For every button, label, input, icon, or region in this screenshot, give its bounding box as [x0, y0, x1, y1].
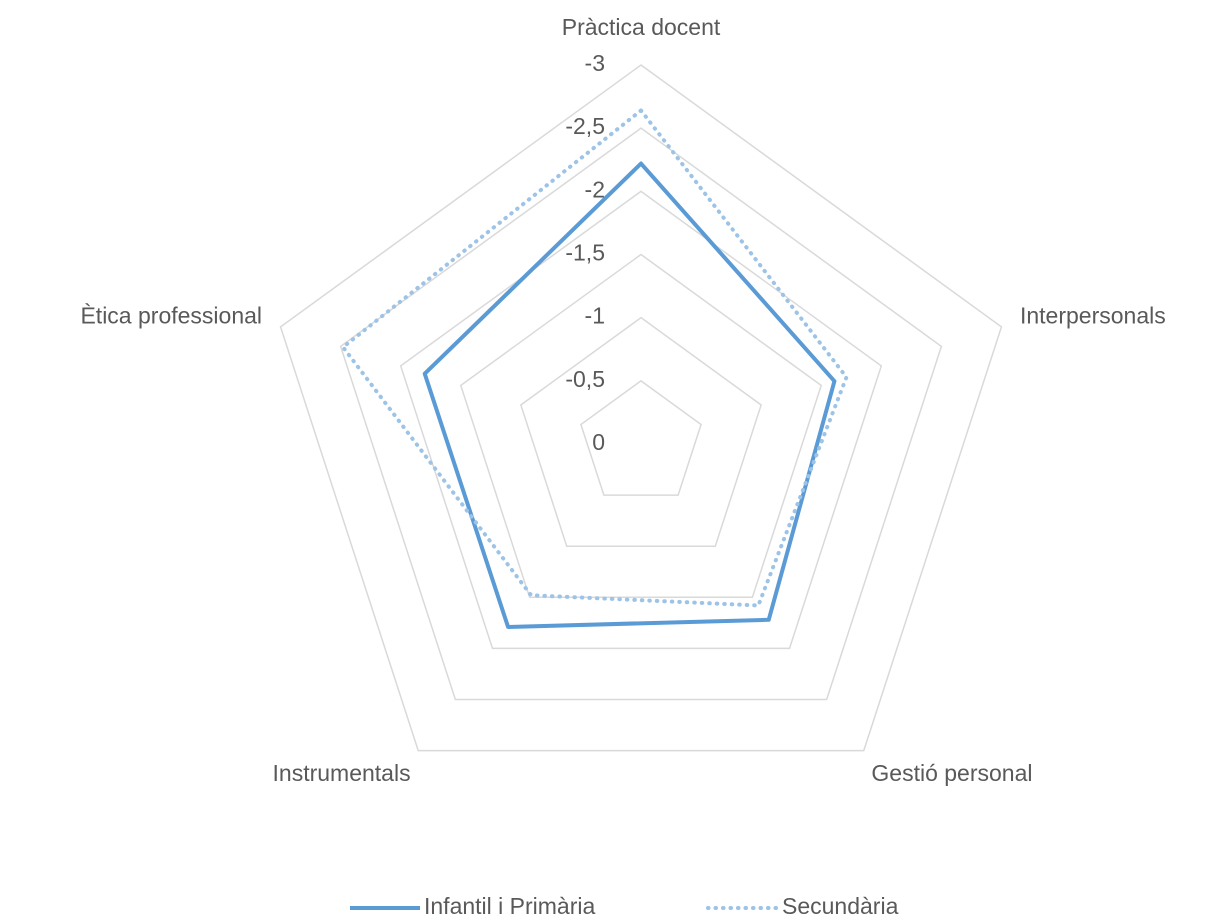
- y-tick-label: -1: [585, 303, 605, 329]
- category-label: Gestió personal: [871, 760, 1032, 786]
- y-tick-label: -2,5: [565, 113, 605, 139]
- grid-line: [399, 190, 883, 650]
- y-tick-label: -0,5: [565, 366, 605, 392]
- grid-line: [580, 379, 702, 496]
- y-tick-label: 0: [592, 429, 605, 455]
- legend-label: Infantil i Primària: [424, 893, 595, 919]
- grid-line: [519, 316, 763, 547]
- legend-label: Secundària: [782, 893, 899, 919]
- series-line: [422, 161, 837, 629]
- series-line: [341, 108, 849, 608]
- category-label: Pràctica docent: [562, 14, 721, 40]
- category-label: Ètica professional: [80, 303, 262, 329]
- category-label: Interpersonals: [1020, 303, 1166, 329]
- grid-line: [279, 64, 1003, 752]
- y-tick-label: -1,5: [565, 240, 605, 266]
- grid-line: [459, 253, 823, 599]
- category-label: Instrumentals: [273, 760, 411, 786]
- y-tick-label: -3: [585, 50, 605, 76]
- grid-line: [339, 127, 943, 701]
- y-tick-label: -2: [585, 176, 605, 202]
